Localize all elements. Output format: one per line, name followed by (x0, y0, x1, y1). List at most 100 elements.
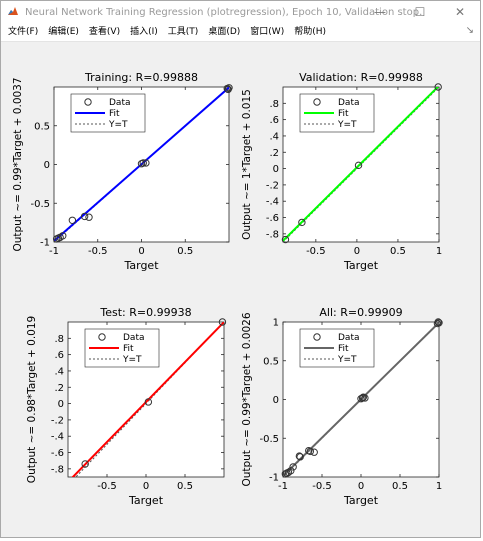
validation-xtick-label: 0 (354, 246, 360, 257)
training-ytick-label: 0 (44, 160, 50, 171)
training-data-point (139, 159, 147, 167)
menu-edit[interactable]: 编辑(E) (48, 27, 79, 37)
menu-window[interactable]: 窗口(W) (250, 27, 285, 37)
close-button[interactable]: ✕ (454, 5, 466, 19)
all-xtick-label: -1 (278, 481, 288, 492)
training-data-point (68, 216, 77, 225)
all-xtick-label: 0.5 (392, 481, 408, 492)
validation-data-point (298, 218, 306, 227)
all-legend-data-label: Data (338, 333, 360, 343)
title-bar: Neural Network Training Regression (plot… (1, 1, 480, 23)
minimize-button[interactable]: — (374, 5, 386, 19)
test-xtick-label: -0.5 (97, 481, 117, 492)
all-data-point (289, 463, 297, 471)
window-title: Neural Network Training Regression (plot… (25, 6, 423, 18)
validation-ytick-label: -.4 (266, 197, 279, 208)
test-xtick-label: 0 (143, 481, 149, 492)
validation-data-point (281, 235, 290, 244)
all-title: All: R=0.99909 (319, 306, 402, 319)
training-plot: Training: R=0.99888 Target Output ~= 0.99*… (12, 71, 233, 272)
training-data-point (59, 232, 67, 240)
validation-legend-fit-label: Fit (338, 109, 349, 119)
validation-xtick-label: -0.5 (306, 246, 326, 257)
menu-help[interactable]: 帮助(H) (294, 27, 326, 37)
test-title: Test: R=0.99938 (99, 306, 191, 319)
training-xtick-label: 0 (138, 246, 144, 257)
test-ytick-label: -.4 (51, 432, 64, 443)
all-data-point (287, 467, 295, 475)
test-xlabel: Target (128, 494, 164, 507)
validation-plot: Validation: R=0.99988 Target Output ~= 1*T… (241, 71, 442, 272)
dock-arrow-icon[interactable]: ↘ (465, 25, 474, 36)
all-xlabel: Target (343, 494, 379, 507)
training-xtick-label: -1 (49, 246, 59, 257)
validation-xtick-label: 1 (436, 246, 442, 257)
window-controls: — ☐ ✕ (360, 1, 480, 23)
validation-xlabel: Target (343, 259, 379, 272)
test-xtick-label: 0.5 (177, 481, 193, 492)
all-data-point (435, 319, 443, 327)
menu-desktop[interactable]: 桌面(D) (208, 27, 241, 37)
test-legend-data-marker (98, 333, 106, 341)
menu-view[interactable]: 查看(V) (88, 27, 121, 37)
validation-legend-yt-label: Y=T (337, 120, 357, 130)
all-ytick-label: -0.5 (259, 434, 279, 445)
test-ytick-label: 0 (58, 399, 64, 410)
all-legend-data-marker (313, 333, 321, 341)
plot-area: Training: R=0.99888 Target Output ~= 0.99*… (1, 42, 480, 537)
test-ytick-label: -.6 (51, 448, 64, 459)
all-data-point (434, 318, 442, 326)
all-ytick-label: 0.5 (263, 356, 279, 367)
test-plot: Test: R=0.99938 Target Output ~= 0.98*Targ… (26, 306, 227, 507)
matlab-icon (8, 7, 18, 15)
training-fit-line (54, 87, 229, 242)
validation-ytick-label: .4 (269, 131, 279, 142)
training-xtick-label: -0.5 (88, 246, 108, 257)
test-ytick-label: .2 (54, 383, 64, 394)
training-ytick-label: -0.5 (30, 199, 50, 210)
test-legend (84, 328, 160, 368)
menu-insert[interactable]: 插入(I) (130, 27, 158, 37)
test-data-point (144, 398, 153, 406)
all-xtick-label: 0 (358, 481, 364, 492)
validation-ytick-label: .6 (269, 115, 279, 126)
all-ylabel: Output ~= 0.99*Target + 0.0026 (241, 312, 253, 486)
all-data-point (358, 394, 367, 402)
training-data-point (85, 213, 93, 221)
training-legend-yt-label: Y=T (108, 120, 128, 130)
all-data-point (361, 394, 369, 402)
all-plot: All: R=0.99909 Target Output ~= 0.99*Targe… (241, 306, 443, 507)
training-data-point (224, 85, 232, 94)
maximize-button[interactable]: ☐ (414, 5, 426, 19)
test-ytick-label: .8 (54, 334, 64, 345)
test-data-point (81, 460, 89, 468)
menu-file[interactable]: 文件(F) (8, 27, 39, 37)
regression-plots: Training: R=0.99888 Target Output ~= 0.99*… (12, 71, 443, 507)
validation-ytick-label: -.6 (266, 213, 279, 224)
training-legend-data-label: Data (109, 98, 131, 108)
all-xtick-label: -0.5 (312, 481, 332, 492)
all-data-point (295, 452, 304, 460)
validation-ytick-label: 0 (273, 164, 279, 175)
all-data-point (306, 447, 314, 456)
validation-data-point (354, 161, 363, 170)
test-ylabel: Output ~= 0.98*Target + 0.019 (26, 316, 38, 483)
all-ytick-label: -1 (269, 473, 279, 484)
all-legend-fit-label: Fit (338, 344, 349, 354)
training-ytick-label: -1 (40, 238, 50, 249)
validation-ytick-label: .8 (269, 99, 279, 110)
training-legend-fit-label: Fit (109, 109, 120, 119)
validation-legend-data-marker (313, 98, 321, 106)
training-data-point (80, 212, 89, 221)
training-xlabel: Target (123, 259, 159, 272)
validation-ytick-label: -.8 (266, 229, 279, 240)
menu-bar: 文件(F) 编辑(E) 查看(V) 插入(I) 工具(T) 桌面(D) 窗口(W… (1, 23, 480, 42)
test-legend-fit-label: Fit (123, 344, 134, 354)
validation-title: Validation: R=0.99988 (299, 71, 423, 84)
training-data-point (142, 159, 150, 167)
validation-xtick-label: 0.5 (390, 246, 406, 257)
all-xtick-label: 1 (436, 481, 442, 492)
test-ytick-label: -.2 (51, 415, 64, 426)
menu-tools[interactable]: 工具(T) (167, 27, 199, 37)
